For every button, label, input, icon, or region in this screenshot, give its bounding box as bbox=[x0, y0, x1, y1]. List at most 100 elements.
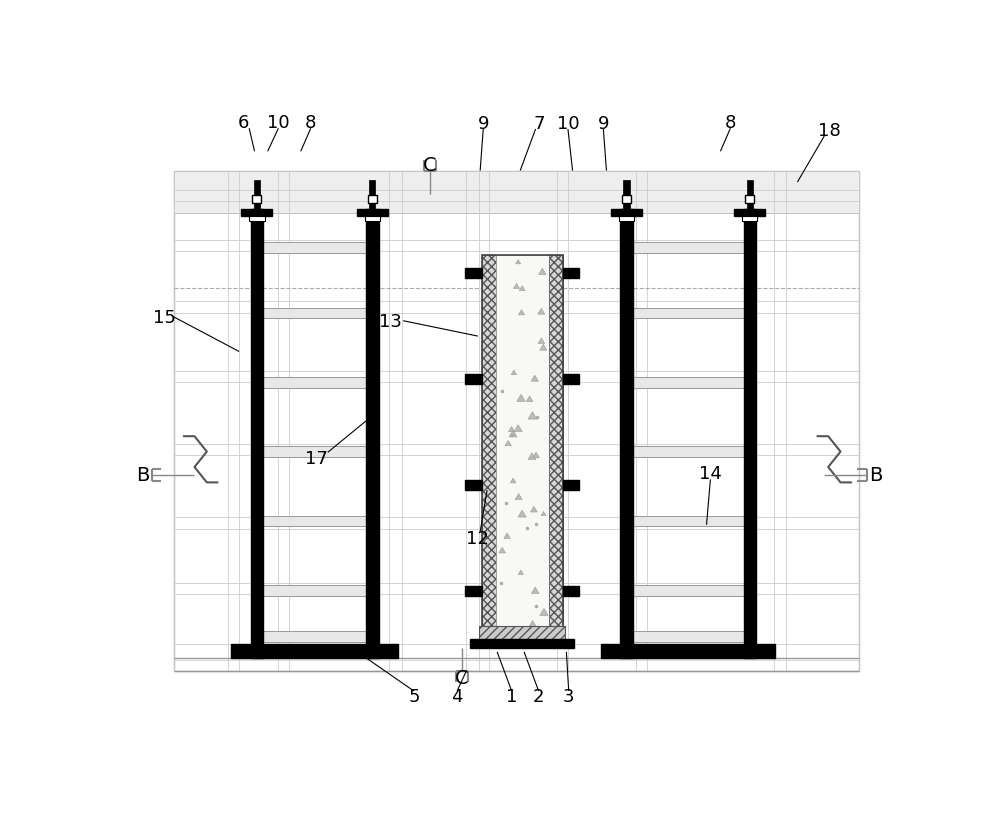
Bar bbox=[734, 210, 765, 217]
Text: 9: 9 bbox=[598, 115, 609, 133]
Polygon shape bbox=[538, 338, 545, 344]
Bar bbox=[601, 645, 775, 658]
Text: 15: 15 bbox=[153, 309, 176, 327]
Bar bbox=[470, 639, 574, 648]
Text: 17: 17 bbox=[305, 449, 328, 467]
Bar bbox=[549, 256, 563, 633]
Text: 12: 12 bbox=[466, 529, 489, 547]
Text: 8: 8 bbox=[725, 114, 736, 132]
Bar bbox=[496, 256, 549, 633]
Text: 3: 3 bbox=[563, 688, 574, 706]
Bar bbox=[366, 210, 379, 658]
Text: C: C bbox=[423, 156, 437, 174]
Text: 14: 14 bbox=[699, 464, 722, 482]
Bar bbox=[620, 631, 756, 642]
Bar bbox=[620, 210, 633, 658]
Bar bbox=[369, 180, 375, 210]
Polygon shape bbox=[530, 507, 537, 513]
Polygon shape bbox=[516, 260, 521, 265]
Text: 2: 2 bbox=[533, 688, 544, 706]
Polygon shape bbox=[515, 494, 522, 500]
Bar bbox=[479, 627, 565, 640]
Polygon shape bbox=[539, 269, 546, 275]
Polygon shape bbox=[518, 570, 523, 575]
Bar bbox=[620, 585, 756, 596]
Bar bbox=[254, 180, 260, 210]
Text: C: C bbox=[455, 668, 468, 687]
Polygon shape bbox=[517, 395, 525, 402]
Bar bbox=[231, 645, 398, 658]
Bar bbox=[563, 374, 579, 384]
Polygon shape bbox=[508, 427, 515, 432]
Bar bbox=[251, 516, 379, 527]
Polygon shape bbox=[504, 533, 510, 539]
Text: 18: 18 bbox=[818, 121, 841, 139]
Bar bbox=[174, 171, 859, 672]
Polygon shape bbox=[528, 454, 536, 459]
Bar bbox=[563, 586, 579, 596]
Text: 10: 10 bbox=[267, 114, 290, 132]
Bar bbox=[742, 217, 757, 221]
Text: 7: 7 bbox=[534, 115, 545, 133]
Polygon shape bbox=[519, 287, 525, 292]
Bar bbox=[252, 196, 261, 204]
Bar bbox=[368, 196, 377, 204]
Bar bbox=[623, 180, 630, 210]
Bar bbox=[465, 374, 482, 384]
Bar bbox=[482, 256, 563, 633]
Bar bbox=[622, 196, 631, 204]
Bar bbox=[745, 196, 754, 204]
Bar bbox=[249, 217, 265, 221]
Text: 5: 5 bbox=[408, 688, 420, 706]
Bar bbox=[174, 171, 859, 214]
Text: 9: 9 bbox=[477, 115, 489, 133]
Text: 8: 8 bbox=[305, 114, 316, 132]
Bar bbox=[251, 585, 379, 596]
Bar bbox=[251, 631, 379, 642]
Bar bbox=[620, 308, 756, 319]
Bar bbox=[482, 256, 496, 633]
Bar bbox=[496, 256, 549, 633]
Polygon shape bbox=[531, 587, 539, 594]
Polygon shape bbox=[538, 309, 545, 314]
Text: B: B bbox=[869, 466, 883, 485]
Bar bbox=[563, 269, 579, 279]
Bar bbox=[251, 308, 379, 319]
Polygon shape bbox=[533, 453, 539, 459]
Polygon shape bbox=[541, 512, 546, 516]
Bar bbox=[465, 269, 482, 279]
Polygon shape bbox=[514, 425, 522, 432]
Bar bbox=[744, 210, 756, 658]
Text: 4: 4 bbox=[451, 688, 463, 706]
Polygon shape bbox=[529, 621, 536, 627]
Polygon shape bbox=[540, 609, 548, 616]
Bar bbox=[611, 210, 642, 217]
Polygon shape bbox=[518, 310, 525, 315]
Polygon shape bbox=[540, 345, 547, 351]
Text: B: B bbox=[136, 466, 150, 485]
Text: 10: 10 bbox=[557, 115, 579, 133]
Bar bbox=[620, 378, 756, 388]
Polygon shape bbox=[509, 431, 517, 437]
Bar bbox=[620, 243, 756, 254]
Text: 1: 1 bbox=[506, 688, 517, 706]
Polygon shape bbox=[526, 396, 533, 402]
Polygon shape bbox=[514, 284, 520, 289]
Bar bbox=[251, 243, 379, 254]
Polygon shape bbox=[510, 478, 516, 483]
Bar bbox=[251, 378, 379, 388]
Bar bbox=[251, 446, 379, 458]
Bar bbox=[357, 210, 388, 217]
Bar bbox=[620, 516, 756, 527]
Text: 13: 13 bbox=[379, 312, 402, 330]
Bar bbox=[465, 586, 482, 596]
Polygon shape bbox=[518, 510, 526, 518]
Text: 6: 6 bbox=[237, 114, 249, 132]
Polygon shape bbox=[499, 548, 506, 553]
Bar bbox=[563, 481, 579, 491]
Polygon shape bbox=[528, 412, 537, 419]
Bar bbox=[365, 217, 380, 221]
Bar bbox=[241, 210, 272, 217]
Bar bbox=[465, 481, 482, 491]
Polygon shape bbox=[505, 441, 511, 446]
